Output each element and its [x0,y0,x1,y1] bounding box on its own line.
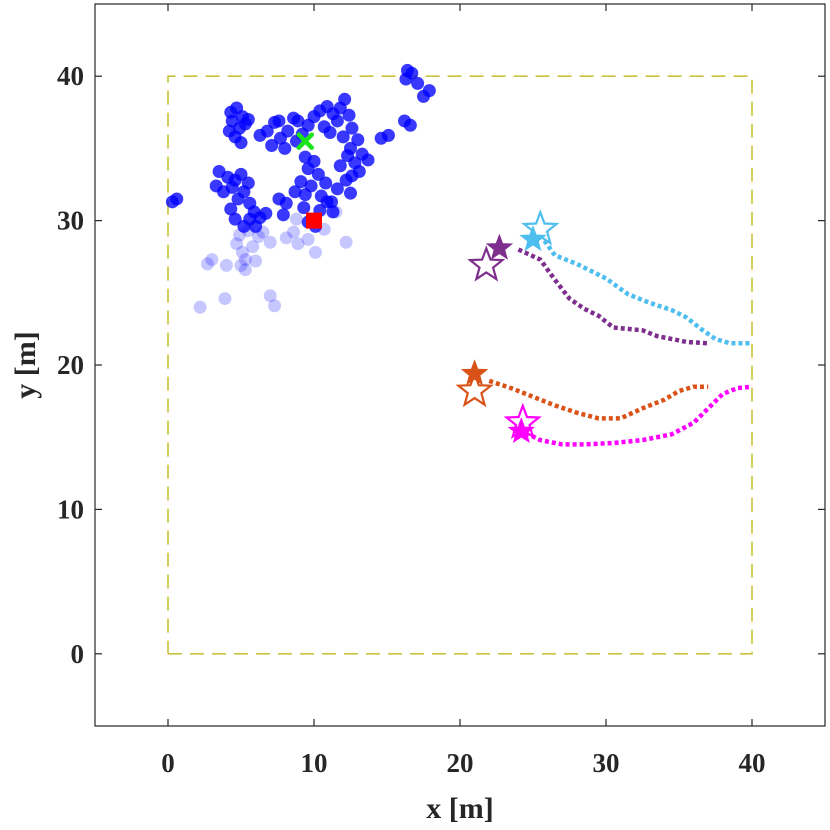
y-tick-label: 30 [57,206,84,236]
particle-point [209,179,223,193]
particle-point [241,176,255,190]
particle-point [291,114,305,128]
particle-point-faint [268,299,282,313]
particle-point [336,130,350,144]
particle-point-faint [252,229,266,243]
trajectory-line-3 [488,378,709,421]
particle-point-faint [339,235,353,249]
particle-point [311,167,325,181]
particle-point [344,186,357,200]
particle-point [241,113,255,127]
particle-point [272,114,286,128]
particle-point [422,84,436,98]
particle-point [338,92,352,106]
particle-point [326,205,340,219]
x-axis-label: x [m] [426,792,493,825]
start-star-3 [455,370,494,408]
y-tick-label: 40 [57,61,84,91]
particle-point-faint [200,257,214,271]
particle-point [330,114,344,128]
particle-point-faint [218,292,232,306]
x-tick-label: 40 [739,748,766,778]
particle-point [361,153,375,167]
particle-point [294,175,308,189]
particle-point-faint [230,237,244,251]
particle-point-faint [193,300,207,314]
particle-point [351,133,365,147]
x-tick-label: 20 [447,748,474,778]
particle-point [381,128,395,142]
particle-point [330,182,344,196]
particle-point [333,159,347,173]
boundary-rectangle [167,75,753,655]
y-tick-label: 0 [71,639,85,669]
particle-point-faint [238,263,252,277]
current-star-4 [507,416,536,444]
particle-point [298,188,312,202]
particle-point-faint [301,232,315,246]
particle-point-faint [263,289,277,303]
particle-point [276,208,290,222]
particle-point [320,195,334,209]
particle-point-faint [234,258,248,272]
particle-point [339,173,353,187]
particle-point [345,121,359,135]
particle-point [281,124,295,138]
x-tick-label: 10 [301,748,328,778]
particle-point-faint [291,237,305,251]
x-tick-label: 30 [593,748,620,778]
x-tick-label: 0 [161,748,175,778]
particle-point-faint [308,245,322,259]
particle-point [288,185,302,199]
trajectory-line-1 [538,233,752,346]
start-star-2 [467,245,506,282]
y-tick-label: 20 [57,350,84,380]
particle-point [222,124,236,138]
particle-point-faint [246,240,260,254]
particle-point [253,128,267,142]
estimate-square-marker [306,212,322,229]
particle-point [403,118,417,132]
particle-point [237,219,251,233]
trajectory-line-2 [517,247,709,346]
particle-point [298,150,312,164]
particle-point [224,202,238,216]
y-axis-label: y [m] [9,331,42,398]
particle-point [234,167,248,181]
particle-point [323,126,337,140]
particle-point [400,63,414,77]
particle-point-faint [205,253,219,267]
particle-point [341,149,355,163]
plot-area [94,3,826,727]
particle-point-faint [238,253,252,267]
particle-point [352,165,366,179]
particle-point-faint [263,235,277,249]
current-star-3 [460,359,489,386]
particle-point-faint [289,212,303,226]
particle-point-faint [279,231,293,245]
particle-point-faint [235,245,249,259]
particle-point [342,108,356,122]
particle-point [301,162,315,176]
particle-point [265,139,279,153]
current-star-1 [519,224,547,252]
particle-point [279,196,293,210]
particle-point [234,136,248,150]
particle-point-faint [249,254,263,268]
particle-point [278,141,292,155]
trajectory-line-4 [524,384,753,447]
particle-point [228,212,242,226]
particle-point [411,76,425,90]
particle-point [231,192,245,206]
y-tick-label: 10 [57,494,84,524]
source-cross-marker [296,132,314,150]
particle-point [319,176,333,190]
particle-point [259,206,273,220]
particle-point-faint [219,258,233,272]
particle-point [297,201,311,215]
particle-point [170,192,184,206]
particle-point-faint [287,225,301,239]
current-star-2 [485,233,514,260]
